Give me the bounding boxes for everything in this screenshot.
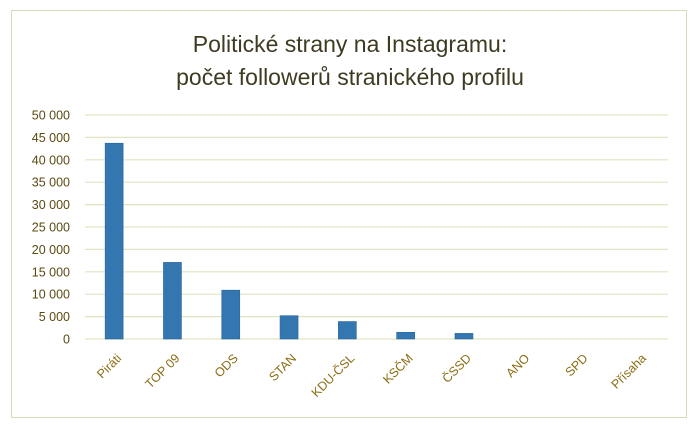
y-tick-label: 10 000 <box>32 288 70 302</box>
y-tick-label: 15 000 <box>32 265 70 279</box>
bar <box>104 142 124 340</box>
bar <box>221 289 241 340</box>
y-tick-label: 35 000 <box>32 176 70 190</box>
y-tick-label: 50 000 <box>32 109 70 123</box>
y-tick-label: 0 <box>63 333 70 347</box>
y-tick-label: 5 000 <box>39 310 70 324</box>
x-tick-label: Piráti <box>94 351 124 381</box>
bar <box>163 262 182 340</box>
bar <box>338 321 357 340</box>
y-tick-label: 20 000 <box>32 243 70 257</box>
bar <box>454 333 474 340</box>
y-tick-label: 30 000 <box>32 198 70 212</box>
x-tick-label: ODS <box>212 351 241 380</box>
bar <box>279 315 299 340</box>
chart-frame <box>11 10 687 418</box>
x-tick-label: ČSSD <box>439 351 474 386</box>
bar <box>396 331 415 340</box>
chart-title-line-1: Politické strany na Instagramu: <box>192 31 508 57</box>
y-tick-label: 45 000 <box>32 131 70 145</box>
x-tick-label: KSČM <box>380 351 416 387</box>
x-tick-label: SPD <box>563 351 591 379</box>
x-tick-label: ANO <box>503 351 532 380</box>
y-tick-label: 25 000 <box>32 221 70 235</box>
x-tick-label: STAN <box>266 351 299 384</box>
chart-title-line-2: počet followerů stranického profilu <box>176 64 524 90</box>
x-tick-label: TOP 09 <box>143 351 183 391</box>
y-tick-label: 40 000 <box>32 153 70 167</box>
x-tick-label: Přísaha <box>609 351 649 391</box>
x-tick-label: KDU-ČSL <box>308 350 357 399</box>
chart-title: Politické strany na Instagramu: počet fo… <box>0 28 700 94</box>
